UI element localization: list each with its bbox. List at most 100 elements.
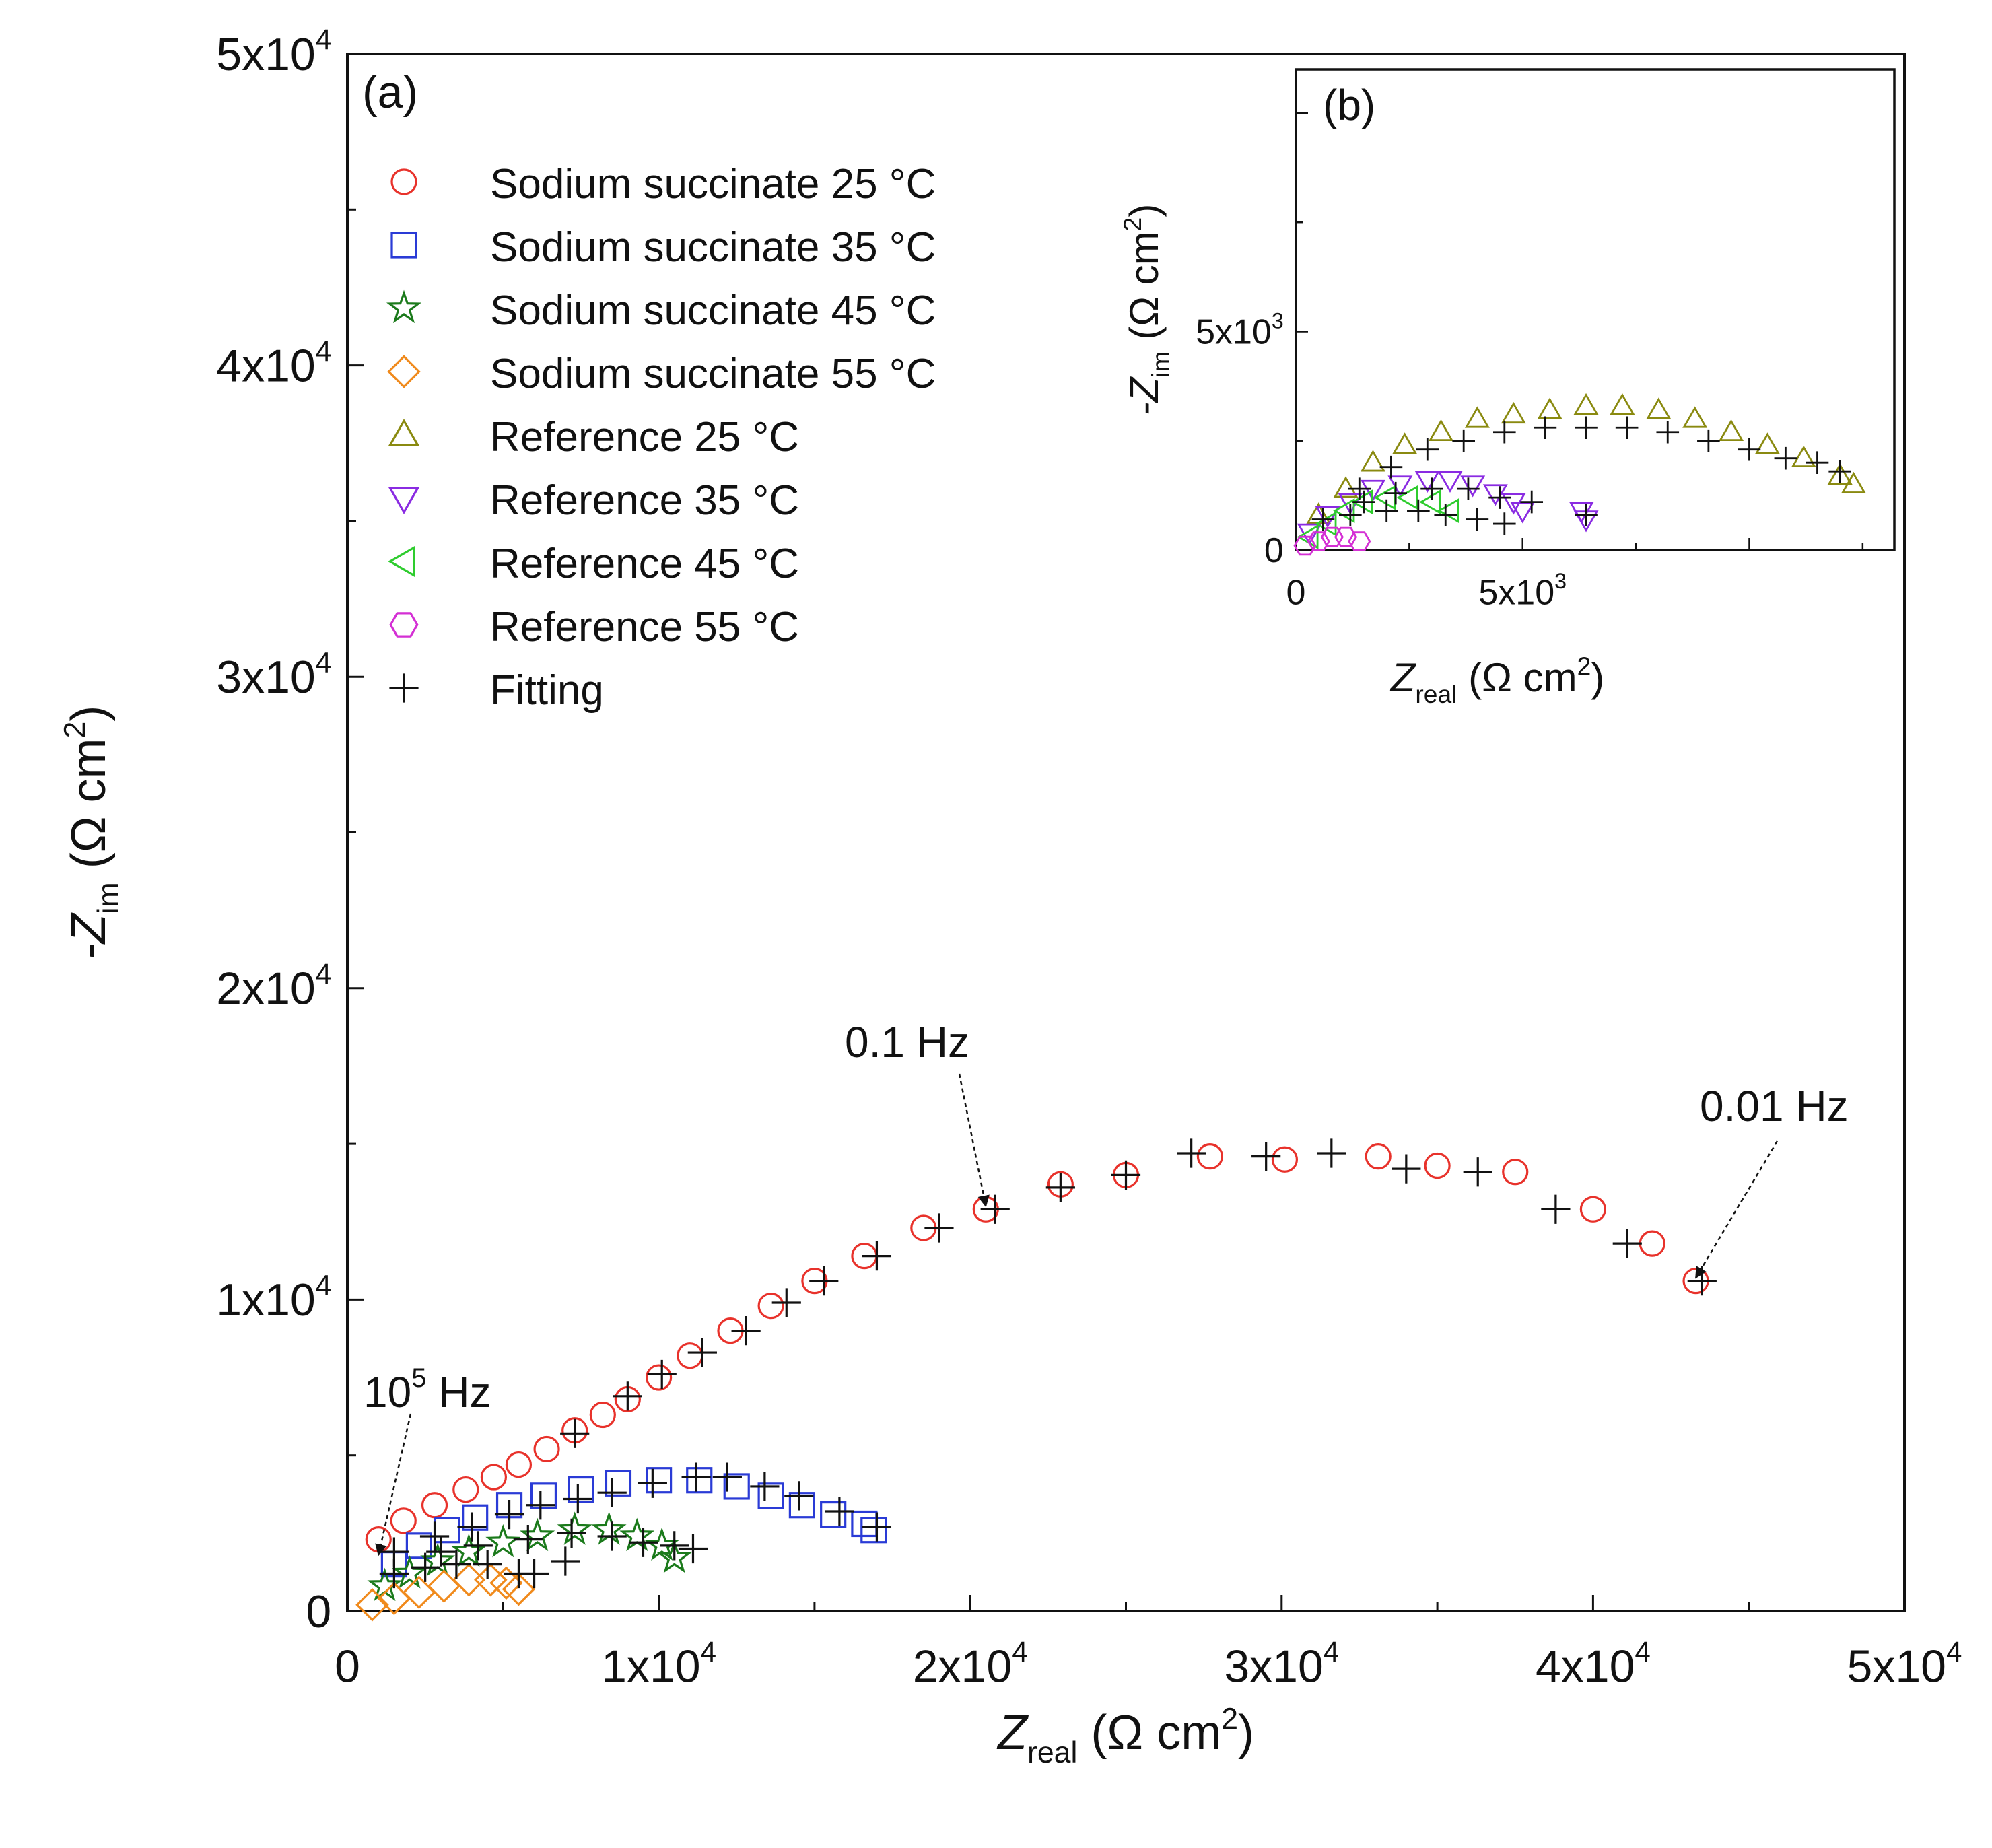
- annotation-arrow: [958, 1073, 990, 1208]
- legend-entry: Sodium succinate 35 °C: [390, 224, 936, 271]
- legend-entry: Reference 35 °C: [388, 477, 799, 524]
- plot-frame: [1295, 68, 1896, 551]
- data-point: [1457, 477, 1480, 500]
- data-point: [613, 1381, 642, 1411]
- data-point: [480, 1464, 508, 1491]
- data-point: [1612, 1229, 1642, 1258]
- data-point: [1360, 479, 1386, 502]
- legend-marker: [389, 673, 419, 703]
- data-point: [1656, 420, 1680, 444]
- data-point: [1537, 397, 1562, 419]
- x-axis-title: Zreal (Ω cm2): [996, 1703, 1254, 1769]
- frequency-annotation: 0.01 Hz: [1700, 1082, 1849, 1130]
- data-point: [589, 1401, 616, 1429]
- data-point: [519, 1559, 549, 1589]
- data-point: [1311, 508, 1335, 531]
- data-point: [1791, 445, 1816, 467]
- legend-marker: [386, 289, 422, 324]
- legend-entry: Sodium succinate 45 °C: [386, 287, 936, 334]
- data-point: [1502, 1159, 1529, 1186]
- y-tick-label: 0: [306, 1586, 331, 1637]
- x-tick-label: 4x104: [1536, 1636, 1651, 1692]
- data-point: [731, 1316, 761, 1346]
- legend-entry: Reference 55 °C: [389, 604, 799, 650]
- data-point: [485, 1524, 521, 1558]
- data-point: [757, 1482, 784, 1509]
- data-point: [419, 1521, 450, 1551]
- data-point: [1573, 392, 1599, 415]
- frequency-annotation: 0.1 Hz: [845, 1018, 969, 1066]
- data-point: [645, 1467, 673, 1494]
- data-point: [1534, 416, 1557, 440]
- data-point: [392, 1555, 427, 1589]
- data-point: [494, 1499, 524, 1530]
- y-tick-label: 2x104: [216, 958, 331, 1015]
- legend-label: Sodium succinate 45 °C: [490, 287, 936, 334]
- inset-plot: 0 5x103 0 5x103 Zreal (Ω cm2) -Zim (Ω cm2) (b): [1118, 68, 1896, 708]
- data-point: [1320, 526, 1344, 547]
- data-point: [784, 1481, 814, 1511]
- legend-marker: [387, 355, 421, 388]
- data-point: [1196, 1143, 1224, 1170]
- data-point: [1437, 498, 1459, 524]
- data-point: [1841, 471, 1866, 493]
- data-point: [1045, 1173, 1075, 1202]
- data-point: [1774, 446, 1797, 470]
- data-point: [1365, 1143, 1392, 1170]
- data-point: [1373, 485, 1396, 510]
- legend-entry: Sodium succinate 25 °C: [390, 161, 936, 207]
- data-point: [502, 1572, 536, 1606]
- data-point: [505, 1451, 533, 1478]
- data-point: [687, 1338, 717, 1367]
- data-point: [1392, 1154, 1421, 1184]
- data-point: [1384, 481, 1407, 505]
- data-point: [1501, 401, 1526, 424]
- data-point: [1682, 406, 1708, 428]
- data-point: [757, 1293, 784, 1320]
- data-point: [462, 1504, 489, 1531]
- data-point: [457, 1512, 487, 1542]
- data-point: [681, 1462, 711, 1492]
- data-point: [1416, 438, 1439, 461]
- x-tick-label: 5x104: [1847, 1636, 1962, 1692]
- series-reference-55-c: [1293, 526, 1371, 556]
- data-point: [712, 1462, 742, 1492]
- data-point: [1348, 531, 1371, 551]
- data-point: [1379, 455, 1403, 479]
- data-point: [1719, 419, 1744, 442]
- data-point: [1437, 471, 1463, 493]
- data-point: [451, 1533, 487, 1567]
- data-point: [355, 1587, 389, 1622]
- data-point: [1828, 460, 1851, 483]
- data-point: [1464, 406, 1490, 428]
- data-point: [390, 1507, 417, 1534]
- data-point: [860, 1517, 887, 1544]
- data-point: [647, 1359, 677, 1390]
- data-point: [862, 1241, 892, 1271]
- legend-marker: [388, 419, 420, 446]
- data-point: [1317, 1138, 1346, 1168]
- data-point: [1177, 1138, 1206, 1168]
- data-point: [1333, 476, 1359, 498]
- y-tick-label: 0: [1264, 531, 1284, 570]
- legend: Sodium succinate 25 °C Sodium succinate 3…: [386, 161, 936, 714]
- data-point: [660, 1531, 689, 1561]
- data-point: [1251, 1142, 1281, 1171]
- data-point: [825, 1497, 854, 1526]
- data-point: [1407, 499, 1430, 522]
- x-tick-label: 2x104: [913, 1636, 1028, 1692]
- x-tick-label: 0: [1286, 574, 1306, 613]
- data-point: [1333, 498, 1355, 524]
- y-axis-title: -Zim (Ω cm2): [59, 706, 125, 960]
- data-point: [411, 1552, 440, 1582]
- data-point: [1646, 397, 1672, 419]
- data-point: [597, 1521, 627, 1551]
- data-point: [656, 1540, 692, 1573]
- data-point: [1697, 429, 1720, 452]
- data-point: [1463, 1157, 1492, 1187]
- y-tick-label: 5x103: [1196, 308, 1284, 351]
- y-tick-label: 1x104: [216, 1270, 331, 1326]
- legend-label: Reference 55 °C: [490, 604, 799, 650]
- legend-label: Reference 45 °C: [490, 541, 799, 587]
